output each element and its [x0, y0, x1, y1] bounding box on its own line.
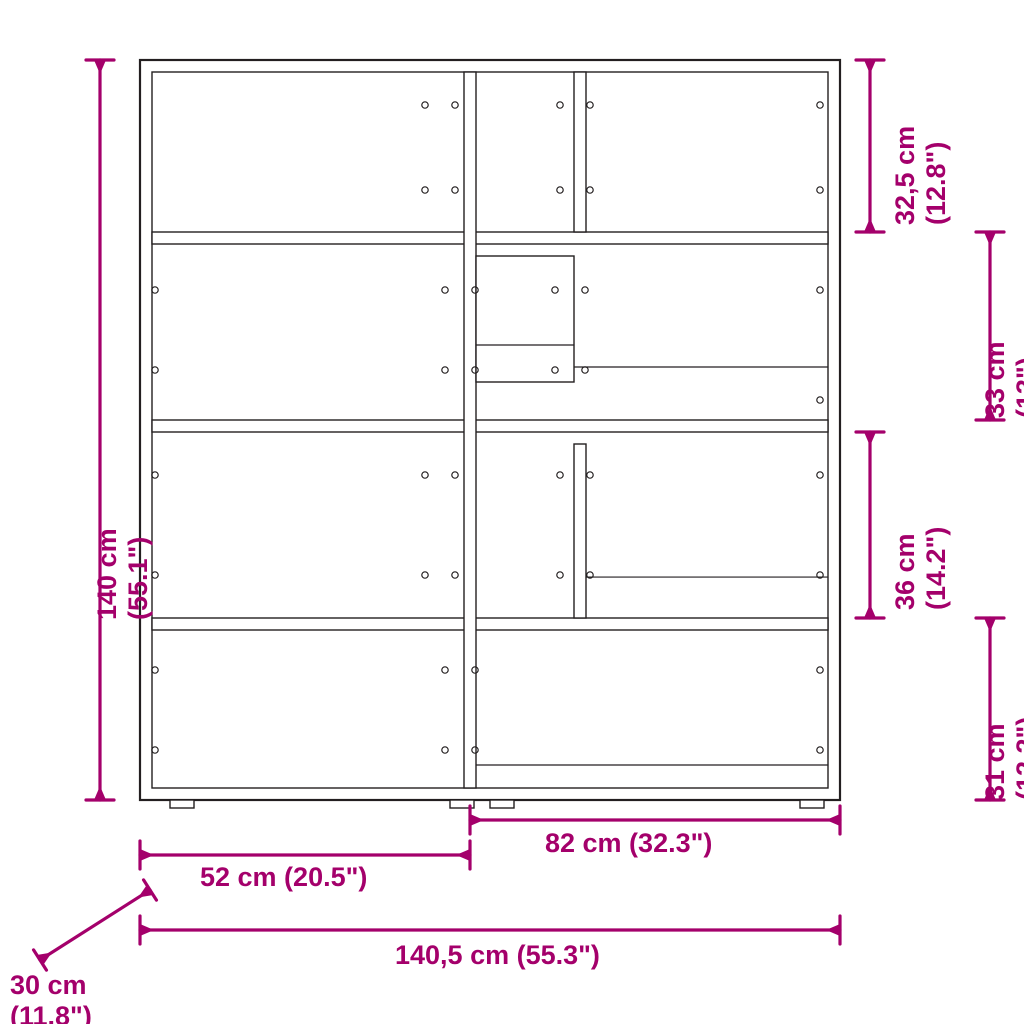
dim-row3: 36 cm(14.2") [890, 527, 952, 610]
dim-depth: 30 cm(11.8") [10, 970, 92, 1024]
dim-row1: 32,5 cm(12.8") [890, 126, 952, 225]
dim-row2: 33 cm(13") [980, 341, 1024, 418]
dim-width-right: 82 cm (32.3") [545, 828, 712, 859]
dim-width-total: 140,5 cm (55.3") [395, 940, 600, 971]
dim-width-left: 52 cm (20.5") [200, 862, 367, 893]
dim-row4: 31 cm(12.2") [980, 717, 1024, 800]
dimension-drawing [0, 0, 1024, 1024]
dim-height: 140 cm(55.1") [92, 528, 154, 620]
